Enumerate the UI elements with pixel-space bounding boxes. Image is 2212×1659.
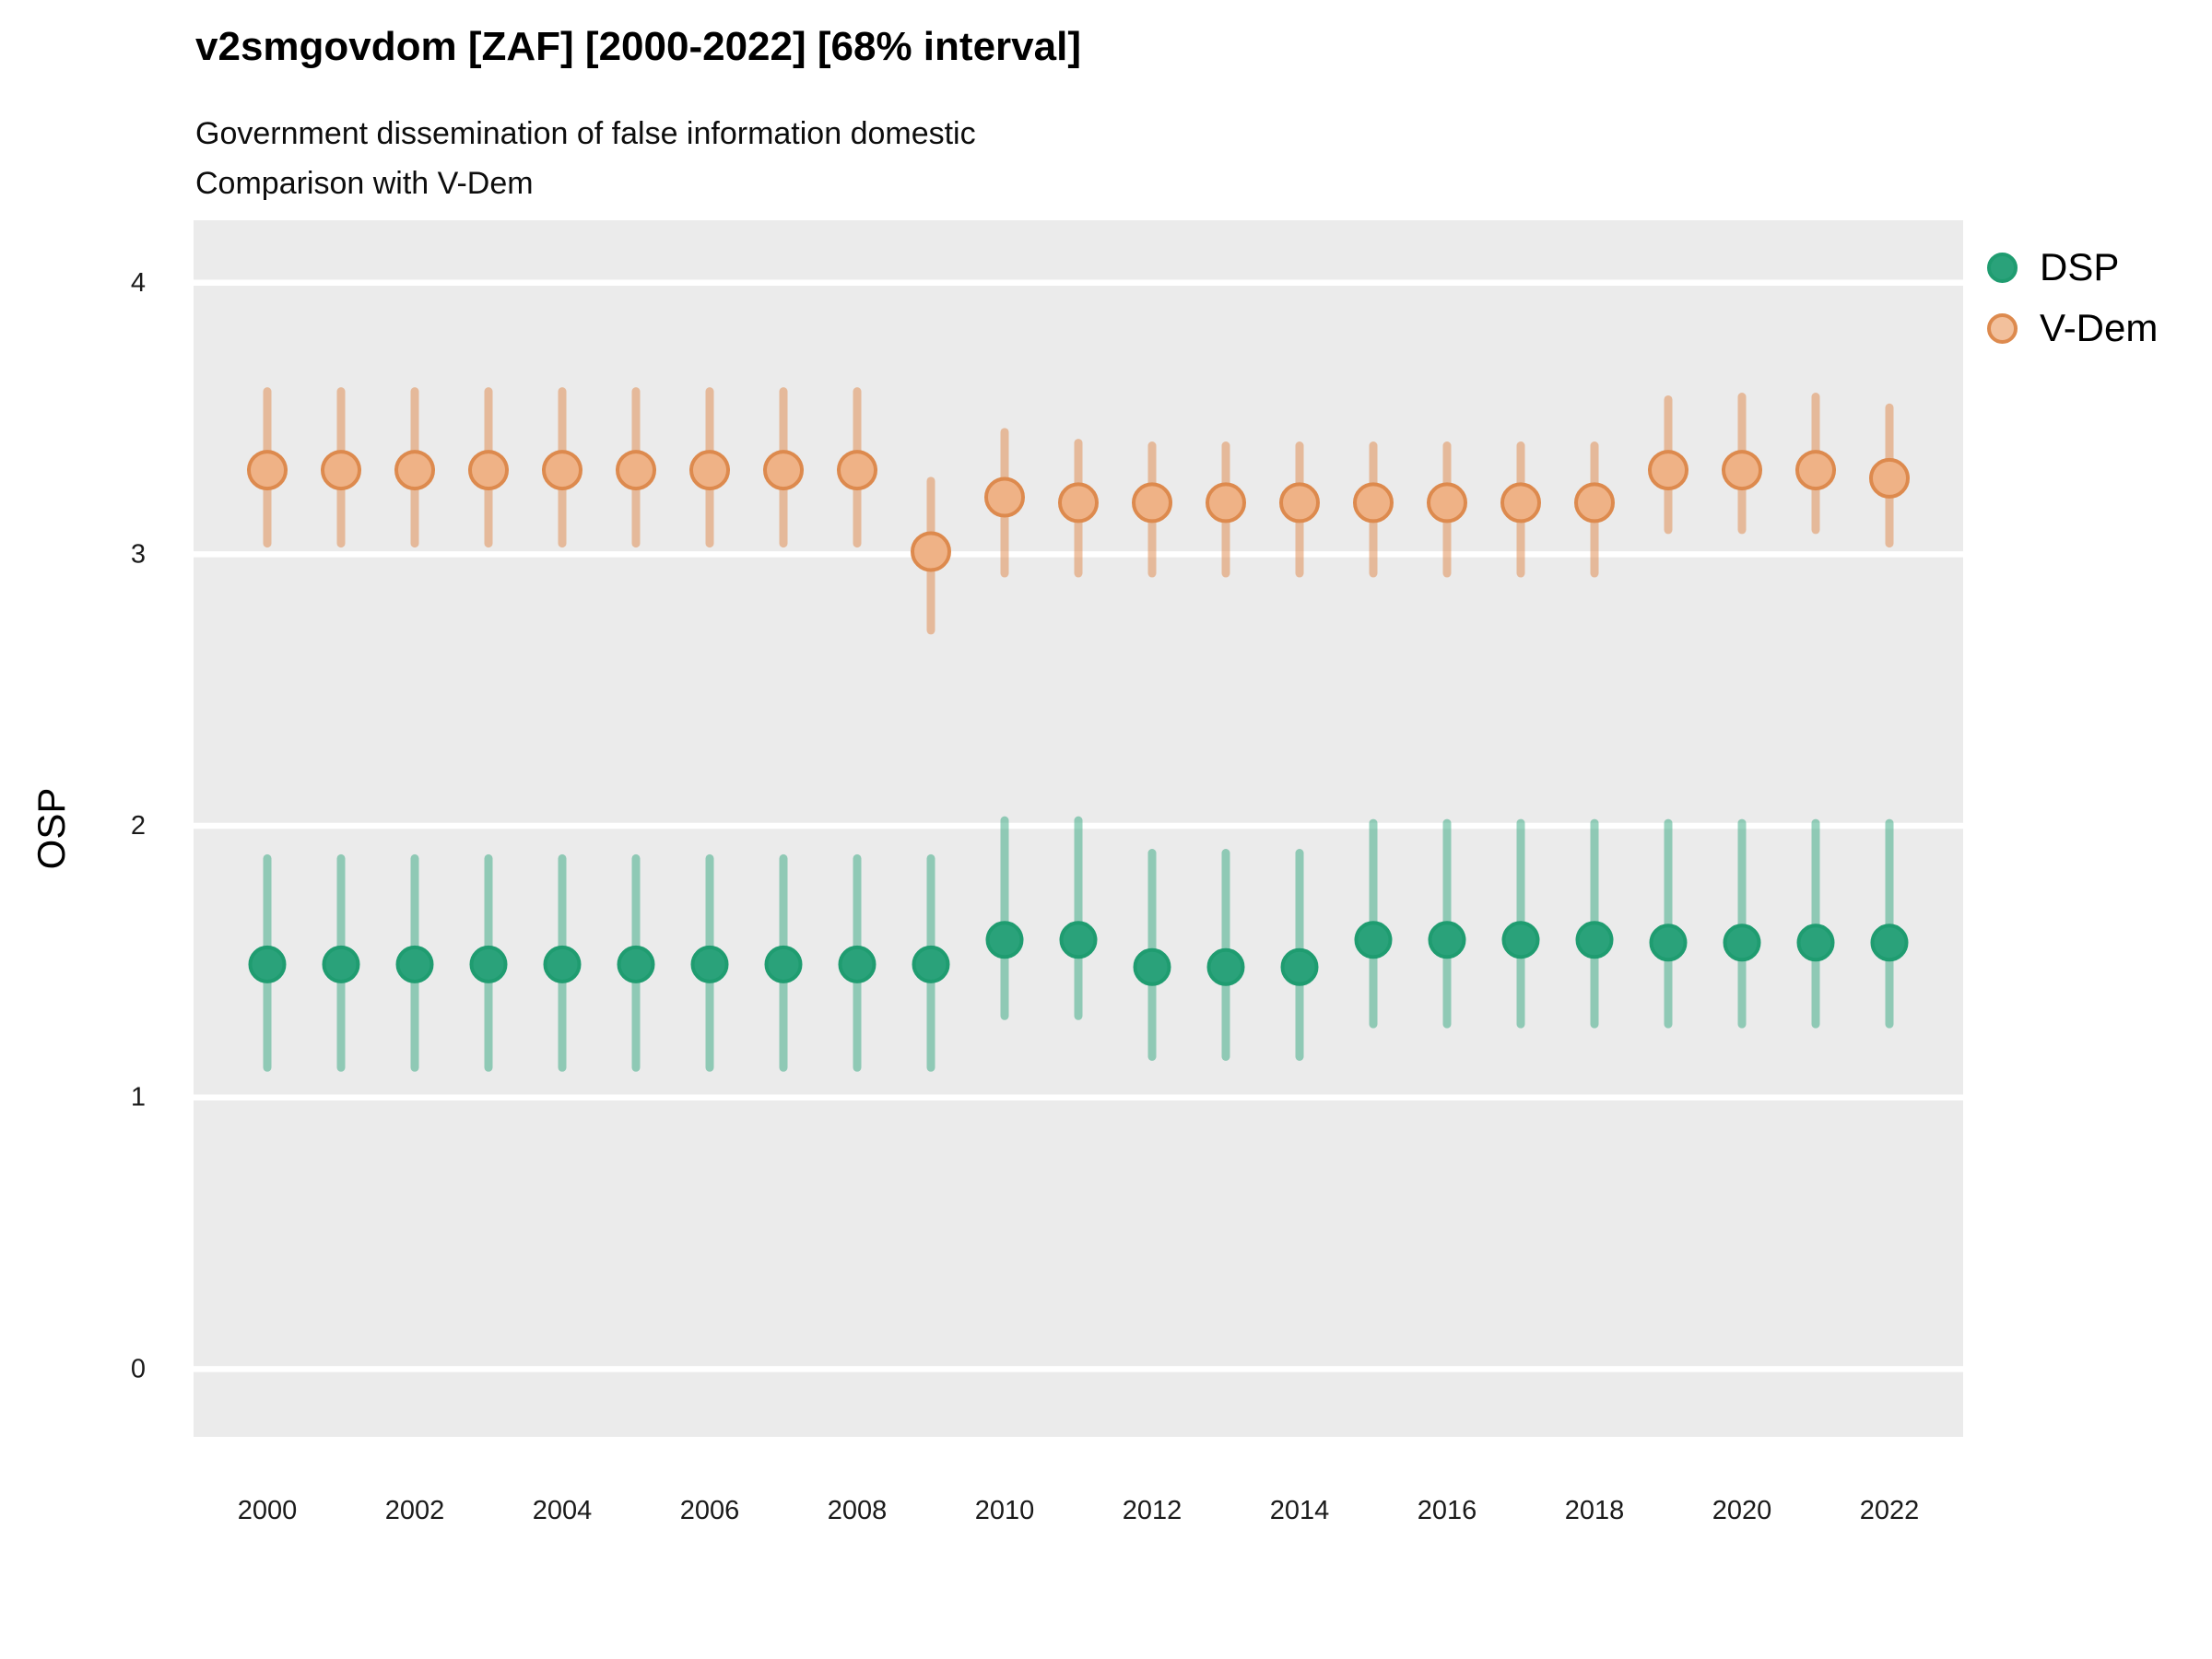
dsp-point-2002 [395, 945, 434, 983]
dsp-point-2001 [322, 945, 360, 983]
vdem-point-2022 [1869, 457, 1910, 499]
y-tick-label-0: 0 [131, 1354, 146, 1383]
dsp-point-2000 [248, 945, 287, 983]
dsp-point-2013 [1206, 947, 1245, 986]
dsp-point-2003 [469, 945, 508, 983]
vdem-point-2008 [837, 450, 877, 491]
dsp-point-2008 [838, 945, 877, 983]
dsp-point-2012 [1133, 947, 1171, 986]
vdem-point-2014 [1279, 482, 1320, 524]
dsp-point-2004 [543, 945, 582, 983]
dsp-point-2009 [912, 945, 950, 983]
vdem-point-2012 [1132, 482, 1172, 524]
x-tick-label-2022: 2022 [1860, 1496, 1920, 1525]
y-tick-label-3: 3 [131, 539, 146, 569]
vdem-legend-marker-icon [1987, 312, 2018, 344]
vdem-point-2011 [1058, 482, 1099, 524]
x-tick-label-2004: 2004 [533, 1496, 593, 1525]
chart-subtitle: Government dissemination of false inform… [195, 109, 976, 208]
vdem-point-2006 [689, 450, 730, 491]
y-tick-label-4: 4 [131, 268, 146, 298]
dsp-point-2010 [985, 921, 1024, 959]
x-tick-label-2014: 2014 [1270, 1496, 1330, 1525]
vdem-point-2005 [616, 450, 656, 491]
vdem-point-2015 [1353, 482, 1394, 524]
legend-item-vdem: V-Dem [1987, 306, 2158, 350]
chart-title: v2smgovdom [ZAF] [2000-2022] [68% interv… [195, 24, 1081, 69]
dsp-point-2017 [1501, 921, 1540, 959]
vdem-point-2016 [1427, 482, 1467, 524]
dsp-legend-marker-icon [1987, 252, 2018, 283]
vdem-point-2020 [1722, 450, 1762, 491]
x-tick-label-2016: 2016 [1418, 1496, 1477, 1525]
legend-label-dsp: DSP [2040, 245, 2120, 288]
chart-subtitle-line2: Comparison with V-Dem [195, 166, 534, 201]
x-tick-label-2000: 2000 [238, 1496, 298, 1525]
dsp-point-2020 [1723, 924, 1761, 962]
vdem-point-2010 [984, 477, 1025, 518]
vdem-point-2013 [1206, 482, 1246, 524]
dsp-point-2014 [1280, 947, 1319, 986]
vdem-point-2009 [911, 531, 951, 572]
vdem-point-2003 [468, 450, 509, 491]
chart-subtitle-line1: Government dissemination of false inform… [195, 116, 976, 151]
x-tick-label-2018: 2018 [1565, 1496, 1625, 1525]
vdem-point-2018 [1574, 482, 1615, 524]
legend-label-vdem: V-Dem [2040, 306, 2159, 349]
dsp-point-2011 [1059, 921, 1098, 959]
y-tick-label-2: 2 [131, 811, 146, 841]
x-tick-label-2006: 2006 [680, 1496, 740, 1525]
legend: DSP V-Dem [1987, 245, 2158, 350]
dsp-point-2006 [690, 945, 729, 983]
x-tick-label-2010: 2010 [975, 1496, 1035, 1525]
dsp-point-2021 [1796, 924, 1835, 962]
vdem-point-2019 [1648, 450, 1688, 491]
vdem-point-2001 [321, 450, 361, 491]
dsp-point-2007 [764, 945, 803, 983]
vdem-point-2021 [1795, 450, 1836, 491]
dsp-point-2016 [1428, 921, 1466, 959]
dsp-point-2019 [1649, 924, 1688, 962]
y-tick-label-1: 1 [131, 1083, 146, 1112]
vdem-point-2000 [247, 450, 288, 491]
x-tick-label-2002: 2002 [385, 1496, 445, 1525]
legend-item-dsp: DSP [1987, 245, 2158, 289]
vdem-point-2002 [394, 450, 435, 491]
y-axis-title: OSP [29, 787, 73, 870]
vdem-point-2007 [763, 450, 804, 491]
dsp-point-2015 [1354, 921, 1393, 959]
x-tick-label-2020: 2020 [1712, 1496, 1772, 1525]
x-tick-label-2012: 2012 [1123, 1496, 1182, 1525]
vdem-point-2017 [1500, 482, 1541, 524]
dsp-point-2018 [1575, 921, 1614, 959]
vdem-point-2004 [542, 450, 582, 491]
x-tick-label-2008: 2008 [828, 1496, 888, 1525]
dsp-point-2005 [617, 945, 655, 983]
dsp-point-2022 [1870, 924, 1909, 962]
